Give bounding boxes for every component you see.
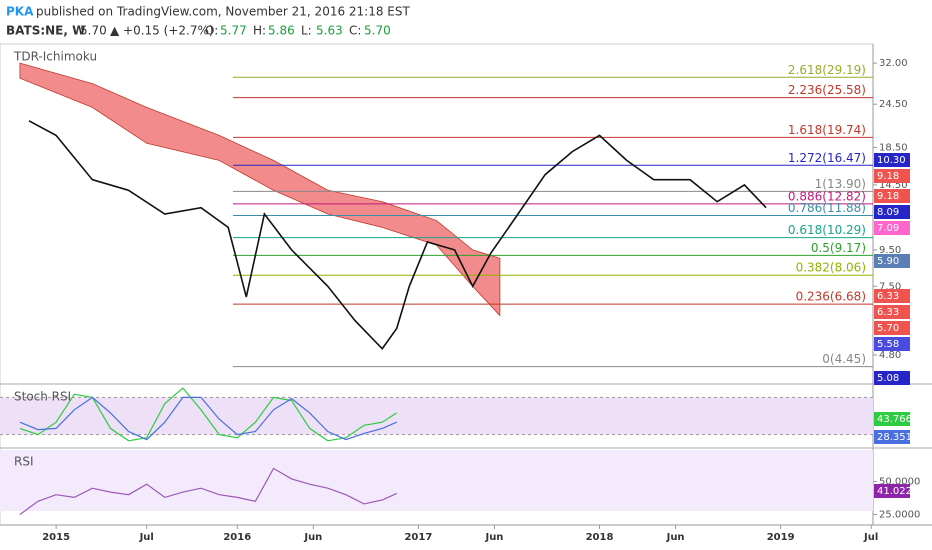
price-line bbox=[19, 387, 398, 442]
ohlc-label: O: bbox=[205, 24, 218, 38]
published: published on TradingView.com, November 2… bbox=[36, 5, 411, 19]
fib-label: 0.786(11.88) bbox=[788, 201, 866, 215]
y-tick-label: 50.0000 bbox=[879, 477, 920, 488]
y-tick-label: 25.0000 bbox=[879, 509, 920, 520]
price-label-box bbox=[874, 305, 910, 319]
fib-label: 1(13.90) bbox=[815, 177, 866, 191]
x-tick-label: Jul bbox=[863, 532, 878, 543]
price-label: 9.18 bbox=[877, 171, 899, 182]
ichimoku-cloud bbox=[19, 62, 501, 317]
symbol: BATS:NE, W bbox=[6, 24, 85, 38]
pane-title: TDR-Ichimoku bbox=[13, 50, 97, 64]
x-tick-label: 2018 bbox=[586, 532, 614, 543]
fib-label: 0.886(12.82) bbox=[788, 189, 866, 203]
price-label: 6.33 bbox=[877, 307, 899, 318]
ohlc-label: L: bbox=[301, 24, 312, 38]
price-label: 5.58 bbox=[877, 339, 899, 350]
price-label-box bbox=[874, 221, 910, 235]
price-label-box bbox=[874, 430, 910, 444]
change: ▲ +0.15 (+2.7%) bbox=[110, 24, 214, 38]
ohlc-value: 5.77 bbox=[220, 24, 247, 38]
price-label: 8.09 bbox=[877, 207, 899, 218]
ohlc-label: C: bbox=[349, 24, 361, 38]
price-label: 10.30 bbox=[877, 155, 906, 166]
price-line bbox=[19, 467, 397, 515]
price-label-box bbox=[874, 337, 910, 351]
price-label-box bbox=[874, 371, 910, 385]
x-tick-label: Jun bbox=[666, 532, 685, 543]
price-label: 43.7666 bbox=[877, 414, 918, 425]
x-tick-label: Jun bbox=[303, 532, 322, 543]
x-tick-label: 2019 bbox=[767, 532, 795, 543]
ohlc-value: 5.86 bbox=[268, 24, 295, 38]
y-tick-label: 4.80 bbox=[879, 350, 901, 361]
fib-label: 2.618(29.19) bbox=[788, 63, 866, 77]
ohlc-label: H: bbox=[253, 24, 266, 38]
fib-label: 0.5(9.17) bbox=[811, 241, 866, 255]
price-label-box bbox=[874, 289, 910, 303]
fib-label: 0.236(6.68) bbox=[796, 290, 866, 304]
price-line bbox=[28, 120, 767, 350]
x-tick-label: 2016 bbox=[223, 532, 251, 543]
fib-label: 0.382(8.06) bbox=[796, 261, 866, 275]
band-fill bbox=[0, 450, 873, 511]
y-tick-label: 9.50 bbox=[879, 245, 901, 256]
y-tick-label: 14.50 bbox=[879, 180, 908, 191]
y-tick-label: 32.00 bbox=[879, 58, 908, 69]
fib-label: 0(4.45) bbox=[822, 352, 866, 366]
fib-label: 1.272(16.47) bbox=[788, 151, 866, 165]
y-tick-label: 18.50 bbox=[879, 142, 908, 153]
price-label-box bbox=[874, 321, 910, 335]
x-tick-label: Jun bbox=[484, 532, 503, 543]
x-tick-label: 2015 bbox=[42, 532, 70, 543]
price-label-box bbox=[874, 153, 910, 167]
fib-label: 0.618(10.29) bbox=[788, 223, 866, 237]
price-label: 5.70 bbox=[877, 323, 899, 334]
y-tick-label: 24.50 bbox=[879, 99, 908, 110]
price-label: 5.08 bbox=[877, 373, 899, 384]
user[interactable]: PKA bbox=[6, 5, 34, 19]
price-label: 7.09 bbox=[877, 223, 899, 234]
x-tick-label: Jul bbox=[139, 532, 154, 543]
price-line bbox=[19, 396, 397, 441]
fib-label: 2.236(25.58) bbox=[788, 83, 866, 97]
pane-title: Stoch RSI bbox=[14, 390, 71, 404]
price-label-box bbox=[874, 412, 910, 426]
price-label: 6.33 bbox=[877, 291, 899, 302]
price-label: 9.18 bbox=[877, 191, 899, 202]
price-label-box bbox=[874, 169, 910, 183]
price-label: 41.0227 bbox=[877, 486, 918, 497]
band-fill bbox=[0, 397, 873, 435]
fib-label: 1.618(19.74) bbox=[788, 123, 866, 137]
ohlc-value: 5.63 bbox=[316, 24, 343, 38]
price-label-box bbox=[874, 189, 910, 203]
y-tick-label: 7.50 bbox=[879, 281, 901, 292]
price-label-box bbox=[874, 484, 910, 498]
price-label-box bbox=[874, 205, 910, 219]
ohlc-value: 5.70 bbox=[364, 24, 391, 38]
last-price: 5.70 bbox=[80, 24, 107, 38]
price-label: 5.90 bbox=[877, 256, 899, 267]
x-tick-label: 2017 bbox=[404, 532, 432, 543]
pane-title: RSI bbox=[14, 455, 34, 469]
price-label-box bbox=[874, 254, 910, 268]
price-label: 28.3511 bbox=[877, 432, 918, 443]
